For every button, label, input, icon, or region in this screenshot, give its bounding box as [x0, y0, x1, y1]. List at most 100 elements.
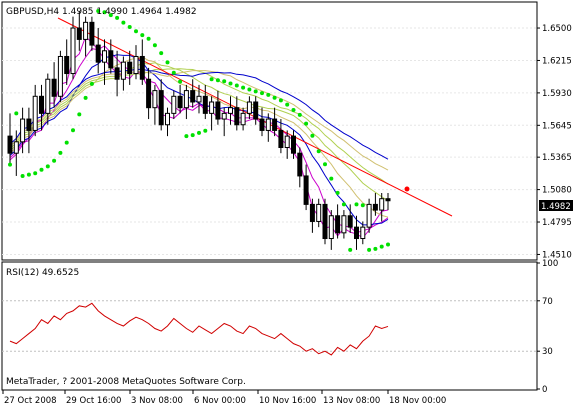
price-tick-label: 1.5645	[542, 121, 572, 131]
candle	[152, 84, 158, 125]
sar-dot	[102, 10, 107, 15]
price-tick-label: 1.4795	[542, 218, 572, 228]
candle	[303, 164, 309, 211]
candle	[253, 96, 259, 125]
sar-dot	[360, 203, 365, 208]
time-axis: 27 Oct 2008 29 Oct 16:00 3 Nov 08:00 6 Nov …	[2, 390, 446, 406]
candle	[57, 50, 63, 102]
sar-dot	[115, 15, 120, 20]
sar-dot	[260, 91, 264, 96]
sar-dot	[58, 150, 63, 155]
time-tick-label: 27 Oct 2008	[4, 396, 57, 406]
sar-dot	[341, 202, 346, 207]
candle	[76, 10, 82, 51]
candle	[114, 50, 120, 97]
time-tick-label: 3 Nov 08:00	[131, 396, 183, 406]
candle	[13, 130, 19, 176]
candle	[95, 28, 101, 74]
candle	[7, 113, 13, 165]
price-tick-label: 1.5080	[542, 186, 572, 196]
sar-dot	[171, 70, 176, 75]
candle	[83, 16, 89, 57]
candle	[221, 107, 227, 137]
candle	[265, 113, 271, 142]
time-tick-label: 13 Nov 08:00	[323, 396, 380, 406]
candles	[7, 10, 391, 250]
candle	[341, 210, 347, 239]
sar-dot	[247, 87, 252, 92]
sar-dot	[367, 247, 372, 252]
price-axis: 1.6500 1.6215 1.5930 1.5645 1.5365 1.5080 1.47…	[537, 24, 572, 260]
sar-dot	[329, 176, 334, 181]
price-grid	[2, 27, 537, 255]
candle	[171, 90, 177, 120]
price-tick-label: 1.4510	[542, 250, 572, 260]
sar-dot	[209, 77, 214, 82]
rsi-panel[interactable]	[1, 261, 538, 391]
parabolic-sar	[8, 8, 390, 252]
candle	[89, 16, 95, 51]
rsi-line	[9, 302, 389, 356]
sar-dot	[253, 89, 258, 94]
sar-dot	[272, 95, 277, 100]
ma-line	[9, 62, 389, 202]
candle	[322, 198, 328, 245]
sar-dot	[121, 20, 126, 25]
sar-dot	[234, 83, 239, 88]
sar-dot	[159, 51, 164, 56]
candle	[190, 79, 196, 108]
candle	[385, 193, 391, 211]
candle	[133, 45, 139, 80]
candle	[196, 84, 202, 114]
rsi-tick-label: 100	[542, 259, 558, 269]
sar-dot	[14, 111, 19, 116]
price-tick-label: 1.6215	[542, 56, 572, 66]
sar-dot	[323, 162, 327, 167]
sar-dot	[373, 246, 378, 251]
sar-dot	[197, 130, 201, 135]
sar-dot	[178, 79, 183, 84]
candle	[45, 73, 51, 125]
time-tick-label: 6 Nov 00:00	[194, 396, 246, 406]
sar-dot	[89, 81, 94, 86]
candle	[183, 84, 189, 120]
sar-dot	[215, 78, 220, 83]
candle	[240, 107, 246, 131]
candle	[215, 90, 221, 125]
rsi-tick-label: 70	[542, 297, 553, 307]
sar-dot	[285, 102, 290, 107]
ma-line	[9, 68, 389, 185]
sar-dot	[222, 79, 227, 84]
sar-dot	[96, 8, 101, 13]
ma-line	[9, 70, 389, 171]
trendline-anchor-dot[interactable]	[404, 186, 410, 192]
sar-dot	[20, 173, 25, 178]
candle	[20, 107, 26, 154]
sar-dot	[45, 164, 50, 169]
price-panel[interactable]	[1, 1, 538, 261]
rsi-grid	[2, 300, 537, 352]
rsi-tick-label: 30	[542, 347, 553, 357]
sar-dot	[278, 98, 283, 103]
sar-dot	[203, 128, 208, 133]
candle	[120, 56, 126, 91]
sar-dot	[127, 25, 132, 30]
sar-dot	[8, 162, 12, 167]
sar-dot	[228, 81, 233, 86]
candle	[246, 96, 252, 120]
candle	[234, 96, 240, 131]
candle	[146, 67, 152, 120]
sar-dot	[77, 112, 82, 117]
sar-dot	[108, 13, 113, 18]
candle	[51, 62, 57, 108]
price-header: GBPUSD,H4 1.4985 1.4990 1.4964 1.4982	[6, 7, 197, 17]
candle	[366, 198, 372, 233]
sar-dot	[39, 167, 44, 172]
sar-dot	[348, 247, 353, 252]
candle	[108, 39, 114, 74]
candle	[32, 84, 38, 137]
candle	[127, 50, 133, 85]
candle	[297, 147, 303, 188]
price-tick-label: 1.6500	[542, 24, 572, 34]
